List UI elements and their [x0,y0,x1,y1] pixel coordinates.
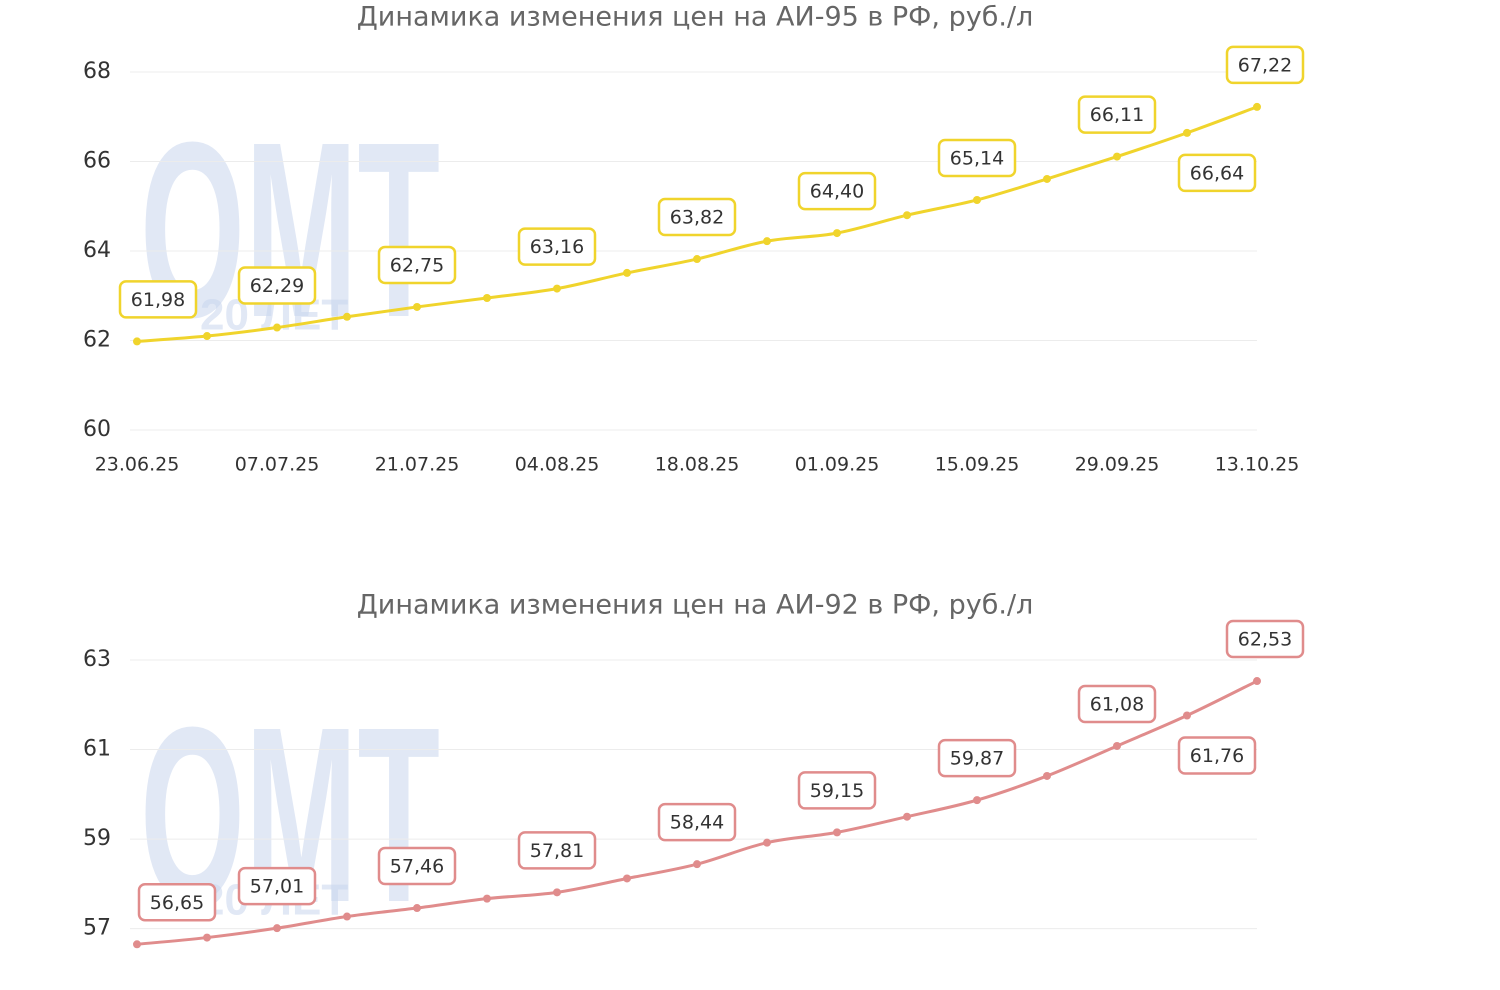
point [413,302,421,311]
point [1183,128,1191,137]
chart-title: Динамика изменения цен на АИ-92 в РФ, ру… [357,590,1034,621]
value-label: 59,87 [950,748,1004,770]
value-label: 63,16 [530,236,584,258]
x-tick-label: 07.07.25 [235,454,320,476]
value-label: 62,29 [250,275,304,297]
point [1043,771,1051,780]
point [413,904,421,913]
value-label: 66,64 [1190,162,1244,184]
x-tick-label: 29.09.25 [1075,454,1160,476]
label-box [237,266,317,305]
point [343,312,351,321]
y-tick-label: 66 [83,149,111,174]
point [1113,152,1121,161]
value-label: 63,82 [670,207,724,229]
y-tick-label: 64 [83,238,111,263]
point [833,229,841,238]
point [973,796,981,805]
point [483,293,491,302]
value-label: 56,65 [150,892,204,914]
point [623,874,631,883]
value-label: 64,40 [810,181,864,203]
value-label: 61,98 [131,289,185,311]
value-label: 65,14 [950,147,1004,169]
value-label: 67,22 [1238,54,1292,76]
point [133,940,141,949]
label-box [937,138,1017,178]
label-box [797,771,877,810]
value-label: 62,75 [390,254,444,276]
point [343,912,351,921]
label-box [517,831,597,870]
point [763,838,771,847]
value-label: 59,15 [810,780,864,802]
value-label: 58,44 [670,812,724,834]
y-tick-label: 61 [83,737,111,762]
x-tick-label: 15.09.25 [935,454,1020,476]
label-box [517,227,597,266]
label-box [937,738,1017,778]
point [903,812,911,821]
point [903,211,911,220]
label-box [118,280,198,319]
point [1253,677,1261,686]
value-label: 57,01 [250,876,304,898]
label-box [1077,684,1157,724]
chart-title: Динамика изменения цен на АИ-95 в РФ, ру… [357,2,1034,33]
label-box [1177,736,1257,775]
label-box [377,846,457,886]
point [273,323,281,332]
point [1113,741,1121,750]
point [483,894,491,903]
point [763,237,771,246]
x-tick-label: 18.08.25 [655,454,740,476]
y-tick-label: 60 [83,417,111,442]
point [1183,711,1191,720]
x-tick-label: 13.10.25 [1215,454,1300,476]
x-tick-label: 01.09.25 [795,454,880,476]
value-label: 61,76 [1190,745,1244,767]
point [693,860,701,869]
label-box [377,245,457,285]
label-box [1177,153,1257,193]
label-box [1225,45,1305,85]
point [203,332,211,341]
y-tick-label: 63 [83,647,111,672]
point [553,888,561,897]
point [133,337,141,346]
point [203,933,211,942]
x-tick-label: 21.07.25 [375,454,460,476]
point [553,284,561,293]
value-label: 66,11 [1090,104,1144,126]
y-tick-label: 68 [83,59,111,84]
point [693,255,701,264]
label-box [237,866,317,906]
label-box [657,197,737,237]
label-box [797,171,877,211]
point [1253,102,1261,111]
point [973,195,981,204]
y-tick-label: 59 [83,826,111,851]
y-tick-label: 62 [83,328,111,353]
label-box [657,802,737,842]
label-box [137,883,217,922]
watermark-logo: OMT [140,90,440,369]
point [1043,174,1051,183]
point [833,828,841,837]
label-box [1077,95,1157,134]
value-label: 62,53 [1238,629,1292,651]
x-tick-label: 04.08.25 [515,454,600,476]
y-tick-label: 57 [83,916,111,941]
label-box [1225,619,1305,659]
value-label: 57,46 [390,856,444,878]
point [623,268,631,277]
value-label: 57,81 [530,840,584,862]
x-tick-label: 23.06.25 [95,454,180,476]
point [273,924,281,933]
value-label: 61,08 [1090,693,1144,715]
